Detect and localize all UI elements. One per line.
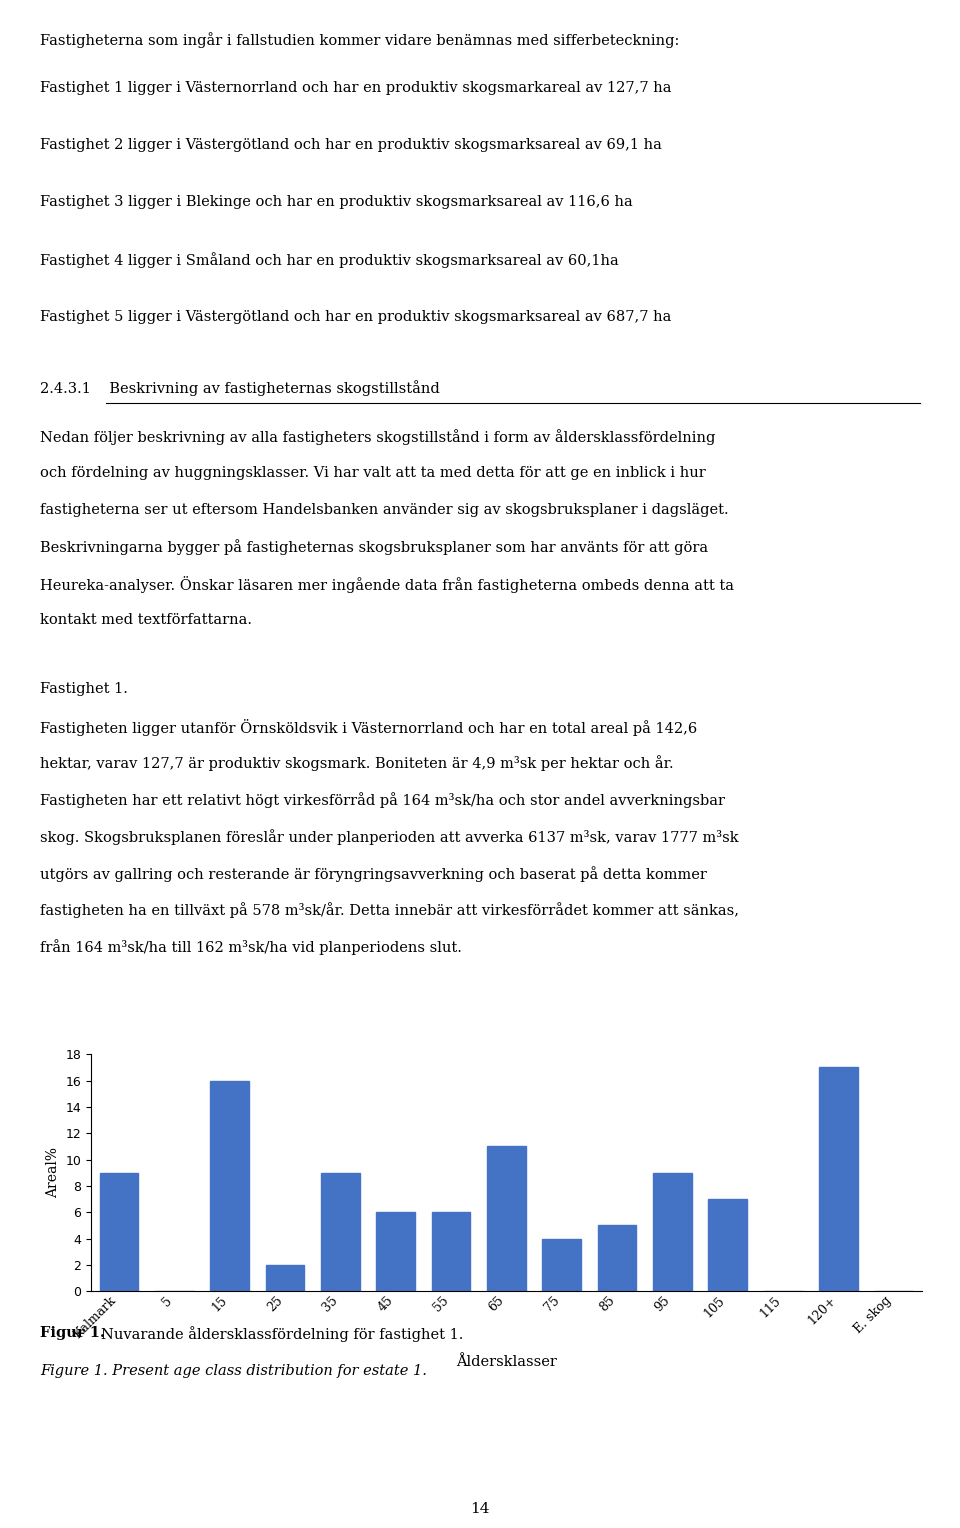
Bar (210, 1080, 249, 1291)
Text: 14: 14 (470, 1502, 490, 1516)
Text: skog. Skogsbruksplanen föreslår under planperioden att avverka 6137 m³sk, varav : skog. Skogsbruksplanen föreslår under pl… (40, 830, 739, 845)
Text: fastigheten ha en tillväxt på 578 m³sk/år. Detta innebär att virkesförrådet komm: fastigheten ha en tillväxt på 578 m³sk/å… (40, 903, 739, 918)
Bar (653, 1174, 692, 1291)
Bar (819, 1068, 858, 1291)
Text: Nuvarande åldersklassfördelning för fastighet 1.: Nuvarande åldersklassfördelning för fast… (101, 1326, 463, 1342)
Bar (266, 1265, 304, 1291)
Text: fastigheterna ser ut eftersom Handelsbanken använder sig av skogsbruksplaner i d: fastigheterna ser ut eftersom Handelsban… (40, 503, 729, 516)
Text: Heureka-analyser. Önskar läsaren mer ingående data från fastigheterna ombeds den: Heureka-analyser. Önskar läsaren mer ing… (40, 576, 734, 593)
Text: hektar, varav 127,7 är produktiv skogsmark. Boniteten är 4,9 m³sk per hektar och: hektar, varav 127,7 är produktiv skogsma… (40, 755, 674, 772)
Text: utgörs av gallring och resterande är föryngringsavverkning och baserat på detta : utgörs av gallring och resterande är för… (40, 866, 708, 882)
Text: Beskrivningarna bygger på fastigheternas skogsbruksplaner som har använts för at: Beskrivningarna bygger på fastigheternas… (40, 539, 708, 555)
Text: Fastigheten ligger utanför Örnsköldsvik i Västernorrland och har en total areal : Fastigheten ligger utanför Örnsköldsvik … (40, 718, 698, 736)
Text: och fördelning av huggningsklasser. Vi har valt att ta med detta för att ge en i: och fördelning av huggningsklasser. Vi h… (40, 466, 706, 480)
Y-axis label: Areal%: Areal% (46, 1148, 60, 1198)
Bar (100, 1174, 138, 1291)
Bar (321, 1174, 360, 1291)
Text: Nedan följer beskrivning av alla fastigheters skogstillstånd i form av ålderskla: Nedan följer beskrivning av alla fastigh… (40, 429, 716, 445)
Bar (542, 1239, 581, 1291)
Bar (376, 1212, 415, 1291)
Text: från 164 m³sk/ha till 162 m³sk/ha vid planperiodens slut.: från 164 m³sk/ha till 162 m³sk/ha vid pl… (40, 940, 462, 955)
Bar (598, 1225, 636, 1291)
Text: kontakt med textförfattarna.: kontakt med textförfattarna. (40, 613, 252, 626)
Text: Fastighet 1.: Fastighet 1. (40, 681, 129, 697)
Text: Fastigheterna som ingår i fallstudien kommer vidare benämnas med sifferbetecknin: Fastigheterna som ingår i fallstudien ko… (40, 32, 680, 47)
Bar (487, 1146, 526, 1291)
Text: Figure 1. Present age class distribution for estate 1.: Figure 1. Present age class distribution… (40, 1365, 427, 1378)
Text: 2.4.3.1    Beskrivning av fastigheternas skogstillstånd: 2.4.3.1 Beskrivning av fastigheternas sk… (40, 380, 440, 396)
Text: Fastighet 1 ligger i Västernorrland och har en produktiv skogsmarkareal av 127,7: Fastighet 1 ligger i Västernorrland och … (40, 81, 672, 95)
Bar (708, 1199, 747, 1291)
Text: Fastighet 4 ligger i Småland och har en produktiv skogsmarksareal av 60,1ha: Fastighet 4 ligger i Småland och har en … (40, 252, 619, 269)
Text: Fastighet 5 ligger i Västergötland och har en produktiv skogsmarksareal av 687,7: Fastighet 5 ligger i Västergötland och h… (40, 310, 672, 324)
Text: Fastighet 3 ligger i Blekinge och har en produktiv skogsmarksareal av 116,6 ha: Fastighet 3 ligger i Blekinge och har en… (40, 196, 633, 209)
Bar (432, 1212, 470, 1291)
X-axis label: Åldersklasser: Åldersklasser (456, 1355, 557, 1369)
Text: Figur 1.: Figur 1. (40, 1326, 106, 1340)
Text: Fastigheten har ett relativt högt virkesförråd på 164 m³sk/ha och stor andel avv: Fastigheten har ett relativt högt virkes… (40, 793, 726, 808)
Text: Fastighet 2 ligger i Västergötland och har en produktiv skogsmarksareal av 69,1 : Fastighet 2 ligger i Västergötland och h… (40, 138, 662, 153)
